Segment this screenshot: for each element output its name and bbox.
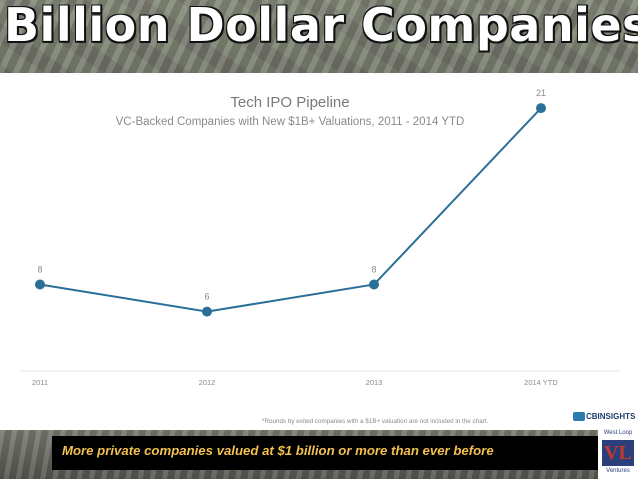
chart-subtitle: VC-Backed Companies with New $1B+ Valuat… xyxy=(116,116,465,128)
logo-mark: VL xyxy=(602,440,634,466)
data-point xyxy=(536,103,546,114)
cb-logo-text: CBINSIGHTS xyxy=(586,412,636,421)
chart-footnote: *Rounds by exited companies with a $1B+ … xyxy=(262,418,489,425)
x-tick-label: 2014 YTD xyxy=(524,378,558,387)
chart-panel: Tech IPO Pipeline VC-Backed Companies wi… xyxy=(0,73,638,430)
data-point xyxy=(202,306,212,317)
data-point xyxy=(35,279,45,290)
slide-caption: More private companies valued at $1 bill… xyxy=(62,443,494,458)
x-tick-label: 2013 xyxy=(366,378,383,387)
chart-title: Tech IPO Pipeline xyxy=(230,94,349,111)
slide-title: Billion Dollar Companies xyxy=(4,0,638,52)
logo-bottom-text: Ventures xyxy=(606,468,630,474)
caption-box xyxy=(52,436,598,470)
x-tick-label: 2012 xyxy=(199,378,216,387)
data-label: 21 xyxy=(536,88,546,98)
cb-logo-icon xyxy=(573,412,585,422)
data-label: 8 xyxy=(37,264,42,274)
series-line xyxy=(39,107,542,313)
data-label: 6 xyxy=(204,292,209,302)
cb-insights-logo: CBINSIGHTS xyxy=(573,412,636,422)
logo-top-text: West Loop xyxy=(603,430,633,436)
x-tick-label: 2011 xyxy=(32,378,48,387)
data-point xyxy=(369,279,379,290)
data-label: 8 xyxy=(371,264,376,274)
line-chart: Tech IPO Pipeline VC-Backed Companies wi… xyxy=(20,88,620,387)
